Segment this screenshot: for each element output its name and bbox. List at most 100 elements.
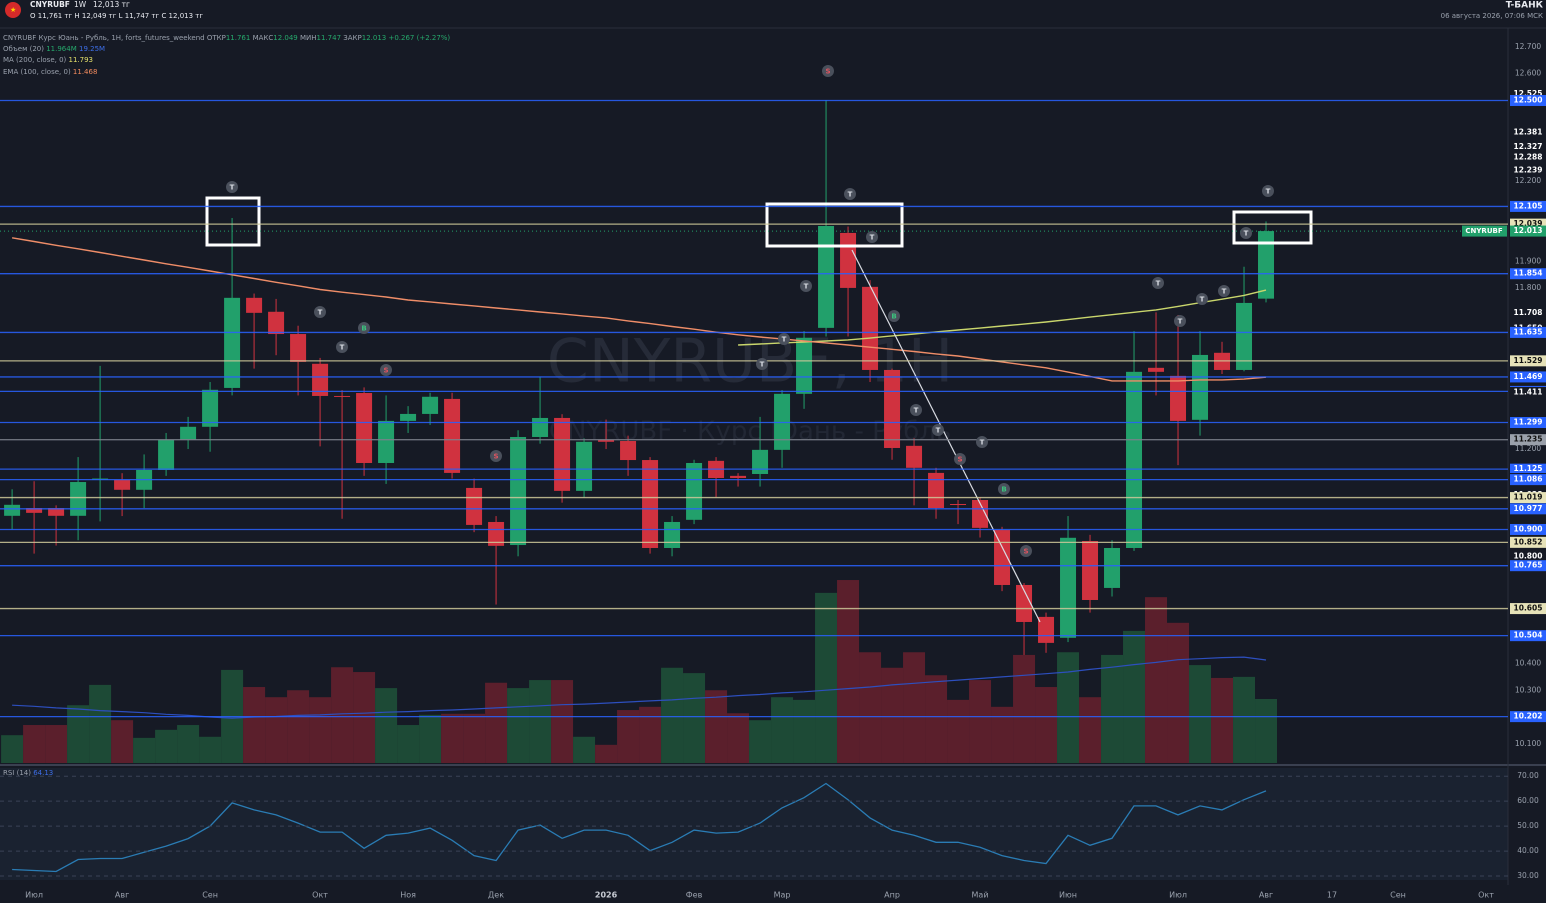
volume-bar bbox=[705, 690, 728, 763]
level-tag bbox=[1510, 560, 1546, 572]
x-tick-label: Ноя bbox=[400, 891, 416, 900]
volume-bar bbox=[463, 713, 486, 763]
signal-label: T bbox=[1266, 188, 1271, 196]
volume-bar bbox=[397, 725, 420, 763]
signal-label: T bbox=[980, 439, 985, 447]
level-label: 12.288 bbox=[1514, 152, 1543, 161]
level-tag bbox=[1510, 386, 1546, 398]
candle-body bbox=[510, 436, 527, 546]
level-tag bbox=[1510, 355, 1546, 367]
level-tag bbox=[1510, 536, 1546, 548]
signal-label: T bbox=[936, 427, 941, 435]
candle-body bbox=[1170, 375, 1187, 421]
volume-bar bbox=[793, 699, 816, 763]
candle-body bbox=[730, 475, 747, 479]
legend-ema: EMA (100, close, 0) 11.468 bbox=[3, 68, 97, 76]
candle-body bbox=[1060, 537, 1077, 638]
signal-label: T bbox=[1244, 230, 1249, 238]
candle-body bbox=[290, 334, 307, 362]
level-label: 10.504 bbox=[1514, 631, 1543, 640]
signal-marker bbox=[490, 450, 502, 462]
rsi-tick-label: 70.00 bbox=[1517, 771, 1539, 780]
signal-label: T bbox=[760, 361, 765, 369]
signal-marker bbox=[1240, 227, 1252, 239]
level-label: 10.977 bbox=[1514, 504, 1543, 513]
x-tick-label: Окт bbox=[1478, 891, 1494, 900]
symbol-tag: CNYRUBF bbox=[1465, 227, 1502, 235]
volume-bar bbox=[89, 684, 112, 763]
candle-body bbox=[1104, 547, 1121, 588]
candle-body bbox=[1038, 616, 1055, 643]
volume-bar bbox=[1035, 687, 1058, 763]
rsi-value: 64.13 bbox=[33, 769, 53, 777]
signal-marker bbox=[888, 310, 900, 322]
level-tag bbox=[1510, 417, 1546, 429]
signal-label: T bbox=[804, 283, 809, 291]
level-label: 10.800 bbox=[1514, 551, 1543, 560]
volume-bar bbox=[595, 744, 618, 763]
candle-body bbox=[158, 439, 175, 470]
candle-body bbox=[1148, 367, 1165, 372]
volume-bar bbox=[1255, 698, 1278, 763]
volume-name: Объем (20) bbox=[3, 45, 44, 53]
legend-volume: Объем (20) 11.964М 19.25М bbox=[3, 45, 105, 53]
volume-bar bbox=[859, 652, 882, 763]
level-tag bbox=[1510, 523, 1546, 535]
interval: 1W bbox=[74, 0, 87, 9]
signal-label: S bbox=[383, 367, 388, 375]
candle-body bbox=[334, 395, 351, 397]
volume-bar bbox=[1167, 622, 1190, 763]
y-tick-label: 12.600 bbox=[1515, 69, 1541, 78]
signal-label: B bbox=[891, 313, 896, 321]
rsi-tick-label: 40.00 bbox=[1517, 846, 1539, 855]
candle-body bbox=[686, 462, 703, 520]
brand: T-БАНК bbox=[1506, 1, 1544, 11]
candle-body bbox=[1126, 371, 1143, 548]
volume-bar bbox=[749, 720, 772, 763]
level-label: 12.105 bbox=[1514, 201, 1543, 210]
level-label: 11.019 bbox=[1514, 493, 1543, 502]
level-label: 11.635 bbox=[1514, 327, 1543, 336]
volume-bar bbox=[1211, 677, 1234, 763]
level-tag bbox=[1510, 88, 1546, 100]
level-tag bbox=[1510, 630, 1546, 642]
highlight-box bbox=[205, 196, 261, 247]
volume-bar bbox=[23, 725, 46, 763]
candle-body bbox=[400, 413, 417, 421]
level-label: 10.852 bbox=[1514, 537, 1543, 546]
legend-close-label: ЗАКР bbox=[343, 34, 361, 42]
volume-bar bbox=[815, 592, 838, 763]
signal-label: T bbox=[848, 191, 853, 199]
volume-ma-line bbox=[12, 656, 1267, 719]
signal-label: T bbox=[1200, 296, 1205, 304]
legend-main: CNYRUBF Курс Юань - Рубль, 1Н, forts_fut… bbox=[3, 34, 450, 42]
x-tick-label: Май bbox=[972, 891, 989, 900]
level-tag bbox=[1510, 326, 1546, 338]
volume-bar bbox=[529, 680, 552, 763]
level-tag bbox=[1510, 200, 1546, 212]
x-tick-label: Июл bbox=[1169, 891, 1187, 900]
candle-body bbox=[994, 530, 1011, 585]
signal-marker bbox=[1174, 315, 1186, 327]
candle-body bbox=[268, 311, 285, 335]
volume-bar bbox=[881, 667, 904, 763]
level-label: 12.381 bbox=[1514, 127, 1543, 136]
volume-bar bbox=[309, 697, 332, 763]
signal-marker bbox=[778, 333, 790, 345]
legend-high: 12.049 bbox=[273, 34, 298, 42]
rsi-tick-label: 30.00 bbox=[1517, 871, 1539, 880]
level-label: 12.239 bbox=[1514, 165, 1543, 174]
volume-bar bbox=[837, 580, 860, 763]
signal-label: S bbox=[1023, 548, 1028, 556]
level-label: 11.235 bbox=[1514, 435, 1543, 444]
level-tag bbox=[1510, 371, 1546, 383]
volume-bar bbox=[331, 667, 354, 763]
candle-body bbox=[906, 445, 923, 468]
signal-label: S bbox=[957, 456, 962, 464]
ma-line bbox=[11, 237, 1267, 382]
volume-bar bbox=[661, 667, 684, 763]
signal-marker bbox=[844, 188, 856, 200]
volume-bar bbox=[133, 737, 156, 763]
level-label: 11.299 bbox=[1514, 418, 1543, 427]
level-label: 12.500 bbox=[1514, 96, 1543, 105]
